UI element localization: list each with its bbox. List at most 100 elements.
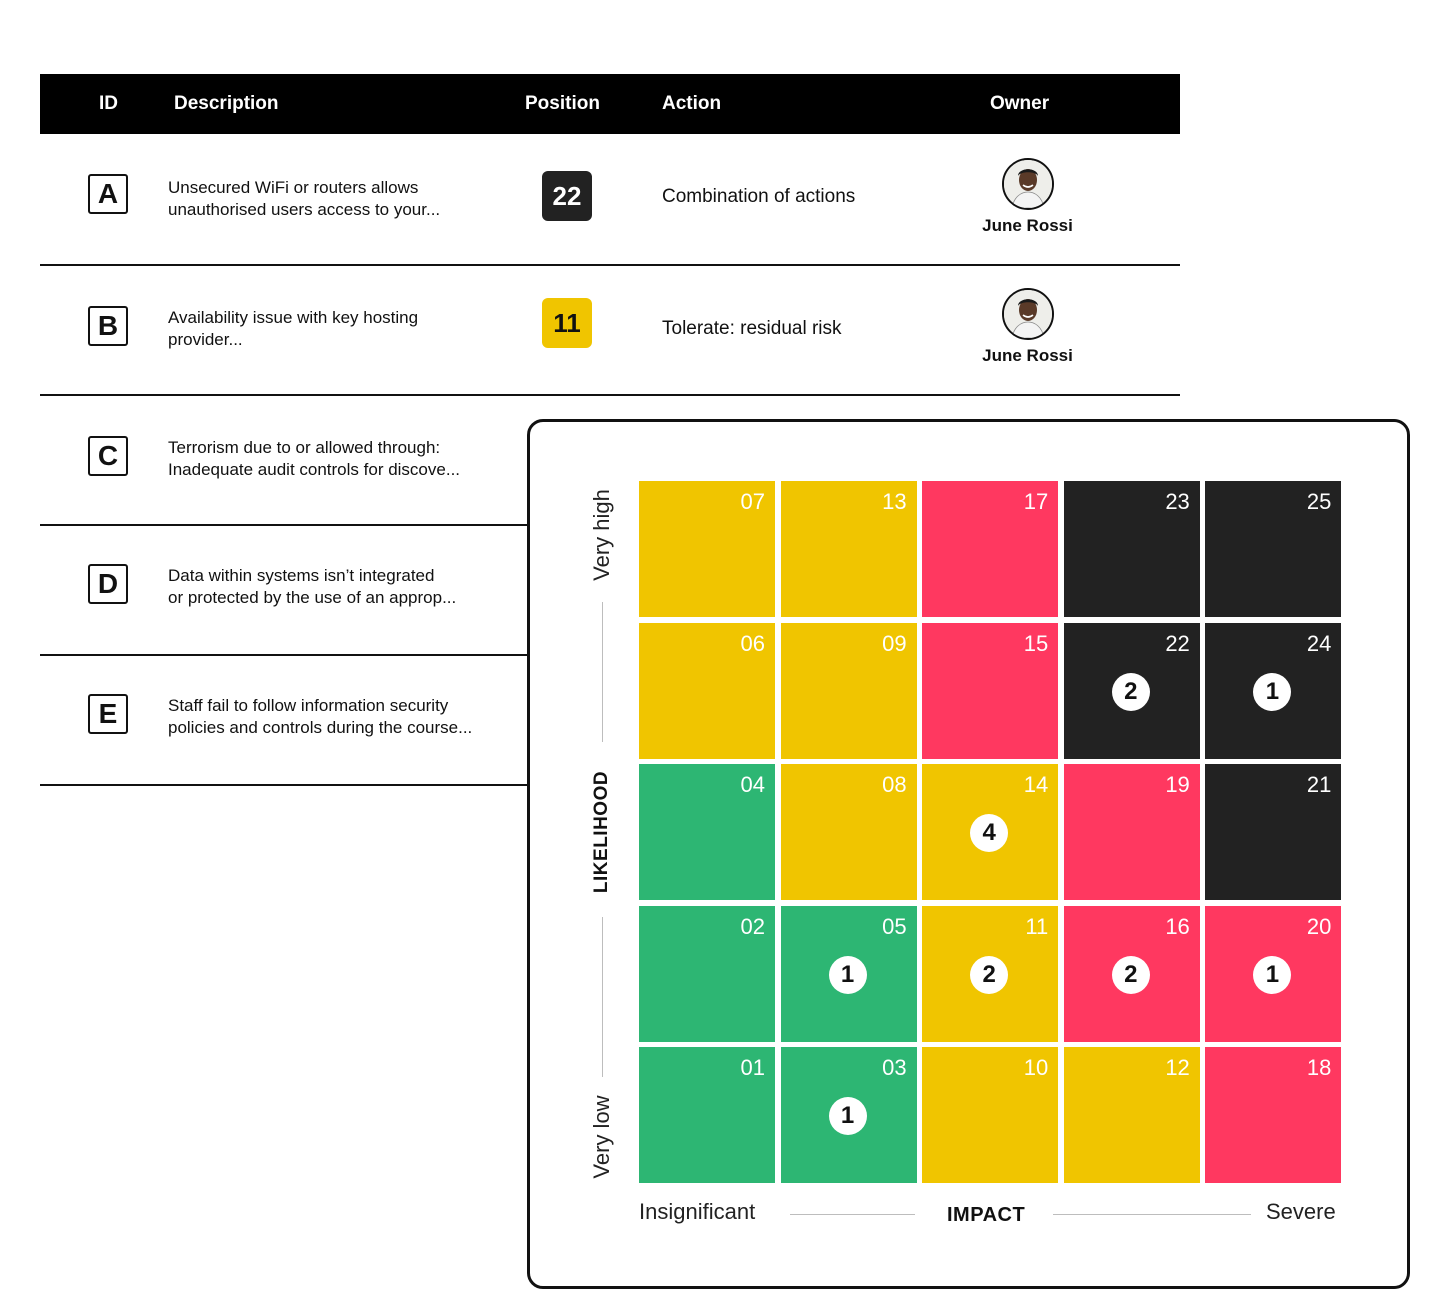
matrix-cell[interactable]: 17 [922,481,1059,617]
row-id-badge: C [88,436,128,476]
row-id-badge: A [88,174,128,214]
cell-score: 23 [1165,489,1190,514]
cell-score: 17 [1023,489,1049,514]
avatar [1001,158,1054,210]
table-header: ID Description Position Action Owner [40,74,1180,134]
row-id-badge: E [88,694,128,734]
cell-score: 07 [740,489,765,514]
matrix-cell[interactable]: 08 [780,764,917,901]
description-line: Staff fail to follow information securit… [168,696,449,715]
description-line: Unsecured WiFi or routers allows [168,178,419,197]
cell-score: 04 [740,772,765,798]
cell-score: 18 [1306,1055,1332,1081]
cell-score: 09 [882,630,907,656]
matrix-cell[interactable]: 14 4 [922,764,1059,901]
owner[interactable]: June Rossi [980,288,1075,366]
row-description: Availability issue with key hosting prov… [168,307,523,351]
cell-score: 11 [1025,913,1049,939]
table-row[interactable]: B Availability issue with key hosting pr… [40,264,1180,396]
matrix-cell[interactable]: 09 [780,622,917,759]
cell-score: 10 [1023,1055,1049,1081]
header-owner: Owner [990,93,1050,114]
matrix-cell[interactable]: 11 2 [922,905,1059,1042]
cell-score: 16 [1165,913,1190,939]
cell-score: 25 [1306,489,1332,514]
x-axis-low-label: Insignificant [639,1199,756,1224]
header-position: Position [525,93,600,114]
x-axis-line [1053,1214,1251,1215]
risk-count-marker[interactable]: 1 [1253,955,1292,994]
description-line: unauthorised users access to your... [168,200,441,219]
risk-count-marker[interactable]: 2 [970,955,1009,994]
matrix-cell[interactable]: 05 1 [780,905,917,1042]
x-axis-high-label: Severe [1266,1199,1336,1224]
matrix-cell[interactable]: 13 [780,481,917,617]
cell-score: 15 [1023,630,1049,656]
y-axis-low-label: Very low [589,1095,614,1179]
matrix-cell[interactable]: 18 [1205,1047,1342,1184]
description-line: Availability issue with key hosting [168,308,419,327]
risk-count-marker[interactable]: 2 [1111,955,1150,994]
matrix-cell[interactable]: 24 1 [1205,622,1342,759]
header-id: ID [99,93,118,114]
header-description: Description [174,93,279,114]
y-axis-high-label: Very high [589,489,614,581]
matrix-cell[interactable]: 20 1 [1205,905,1342,1042]
matrix-cell[interactable]: 04 [639,764,775,901]
position-badge: 22 [542,171,592,221]
risk-count-marker[interactable]: 1 [1253,672,1292,711]
cell-score: 13 [882,489,907,514]
cell-score: 08 [882,772,907,798]
y-axis-title: LIKELIHOOD [591,770,612,894]
row-action: Tolerate: residual risk [662,318,842,339]
person-avatar-icon [1003,290,1052,338]
matrix-cell[interactable]: 21 [1205,764,1342,901]
matrix-cell[interactable]: 16 2 [1063,905,1200,1042]
cell-score: 06 [740,630,765,656]
description-line: or protected by the use of an approp... [168,588,457,607]
matrix-cell[interactable]: 23 [1063,481,1200,617]
risk-count-marker[interactable]: 1 [828,1097,867,1136]
cell-score: 05 [882,913,907,939]
risk-matrix-card: 07 13 17 23 25 06 09 15 22 2 24 1 04 08 14 4 19 21 02 05 1 11… [527,419,1410,1289]
matrix-cell[interactable]: 25 [1205,481,1342,617]
avatar [1001,288,1054,340]
matrix-cell[interactable]: 07 [639,481,775,617]
description-line: Terrorism due to or allowed through: [168,438,441,457]
row-action: Combination of actions [662,186,856,207]
description-line: Inadequate audit controls for discove... [168,460,461,479]
risk-count-marker[interactable]: 4 [970,814,1009,853]
description-line: provider... [168,330,243,349]
cell-score: 22 [1165,630,1190,656]
matrix-cell[interactable]: 12 [1063,1047,1200,1184]
cell-score: 20 [1306,913,1332,939]
matrix-cell[interactable]: 10 [922,1047,1059,1184]
matrix-cell[interactable]: 15 [922,622,1059,759]
risk-count-marker[interactable]: 1 [828,955,867,994]
matrix-cell[interactable]: 01 [639,1047,775,1184]
owner[interactable]: June Rossi [980,158,1075,236]
header-action: Action [662,93,722,114]
cell-score: 19 [1165,772,1190,798]
matrix-cell[interactable]: 03 1 [780,1047,917,1184]
matrix-cell[interactable]: 06 [639,622,775,759]
matrix-cell[interactable]: 19 [1063,764,1200,901]
cell-score: 14 [1023,772,1049,798]
x-axis-title: IMPACT [947,1204,1026,1226]
cell-score: 12 [1165,1055,1190,1081]
table-row[interactable]: A Unsecured WiFi or routers allows unaut… [40,134,1180,266]
row-description: Staff fail to follow information securit… [168,695,523,739]
cell-score: 03 [882,1055,907,1081]
cell-score: 01 [740,1055,765,1081]
matrix-cell[interactable]: 22 2 [1063,622,1200,759]
description-line: Data within systems isn’t integrated [168,566,435,585]
risk-count-marker[interactable]: 2 [1111,672,1150,711]
row-description: Unsecured WiFi or routers allows unautho… [168,177,523,221]
matrix-cell[interactable]: 02 [639,905,775,1042]
cell-score: 24 [1306,630,1332,656]
row-id-badge: D [88,564,128,604]
person-avatar-icon [1003,160,1052,208]
x-axis-line [790,1214,915,1215]
risk-table: ID Description Position Action Owner A U… [40,74,1180,786]
position-badge: 11 [542,298,592,348]
